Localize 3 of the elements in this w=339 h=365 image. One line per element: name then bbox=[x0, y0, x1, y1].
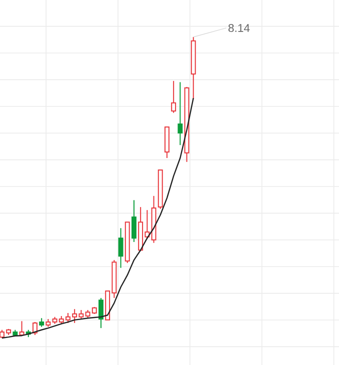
candlestick bbox=[118, 228, 124, 268]
candlestick bbox=[178, 82, 183, 146]
text: 8.14 bbox=[228, 24, 250, 32]
